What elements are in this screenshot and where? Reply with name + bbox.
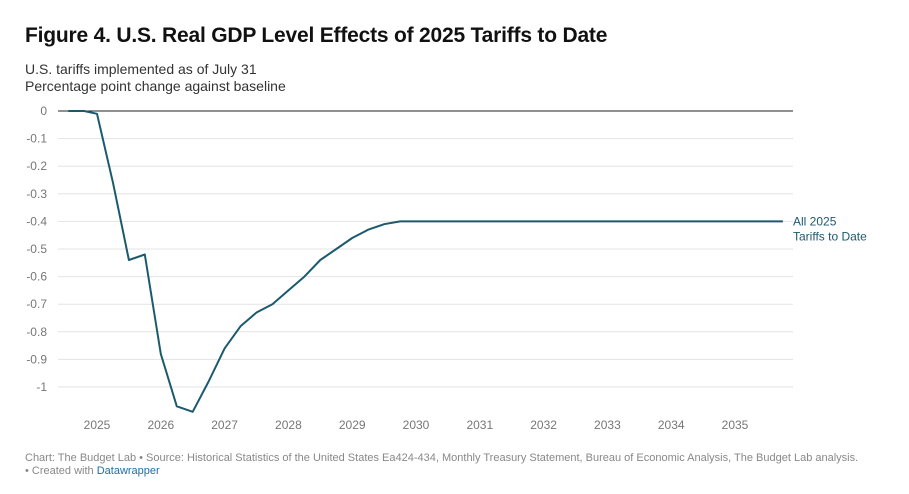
chart-subtitle-line1: U.S. tariffs implemented as of July 31 [25,61,257,77]
y-tick-label: -0.2 [26,159,47,173]
x-tick-label: 2030 [403,418,430,432]
y-tick-label: -0.8 [26,325,47,339]
y-tick-label: 0 [40,104,47,118]
y-tick-label: -0.9 [26,352,47,366]
x-tick-label: 2029 [339,418,366,432]
x-tick-label: 2027 [211,418,238,432]
y-tick-label: -0.1 [26,132,47,146]
y-tick-label: -0.5 [26,242,47,256]
y-tick-label: -0.4 [26,214,47,228]
chart-credit: • Created with Datawrapper [25,465,160,477]
y-tick-label: -0.6 [26,270,47,284]
chart-subtitle-line2: Percentage point change against baseline [25,78,286,94]
gdp-line-chart: 0 -0.1 -0.2 -0.3 -0.4 -0.5 -0.6 -0.7 -0.8 -0.9 -1 2… [26,104,867,432]
x-tick-label: 2026 [147,418,174,432]
x-tick-label: 2033 [594,418,621,432]
credit-prefix: • Created with [25,465,97,477]
y-tick-label: -0.3 [26,187,47,201]
datawrapper-link[interactable]: Datawrapper [96,465,160,477]
series-label: Tariffs to Date [793,229,867,243]
series-line-all-2025-tariffs [68,110,783,413]
x-tick-label: 2031 [466,418,493,432]
y-tick-label: -1 [36,380,47,394]
x-tick-label: 2035 [722,418,749,432]
series-label: All 2025 [793,214,837,228]
x-tick-label: 2034 [658,418,685,432]
x-tick-label: 2028 [275,418,302,432]
y-tick-label: -0.7 [26,297,47,311]
chart-title: Figure 4. U.S. Real GDP Level Effects of… [25,24,608,47]
x-tick-label: 2025 [84,418,111,432]
chart-source-note: Chart: The Budget Lab • Source: Historic… [25,452,859,464]
x-tick-label: 2032 [530,418,557,432]
